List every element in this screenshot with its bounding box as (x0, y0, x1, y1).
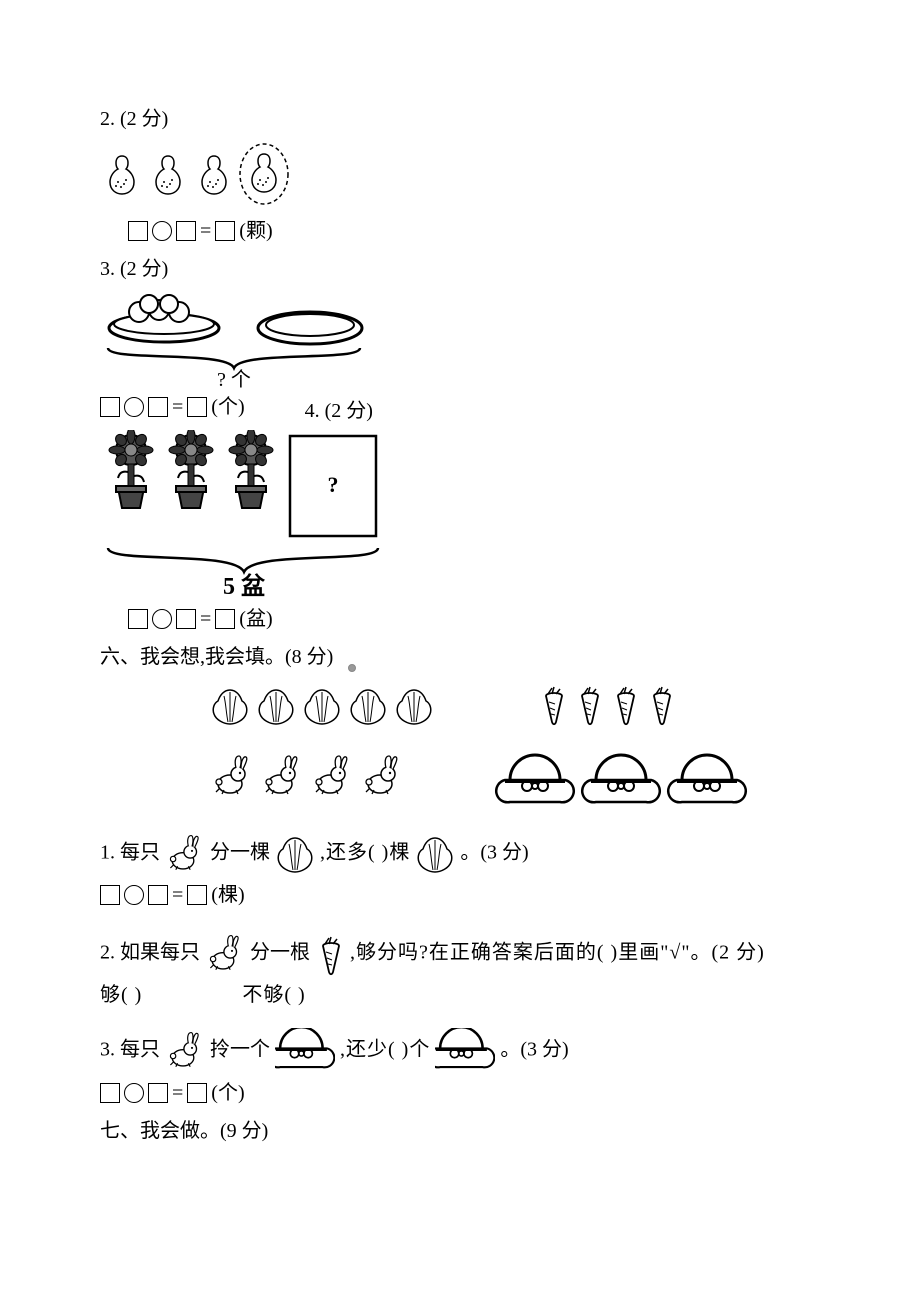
q4-image: ? 5 盆 (100, 430, 820, 600)
equals-sign: = (172, 392, 183, 422)
q2-image (100, 140, 820, 210)
sec6-q1-mid2: ,还多( )棵 (320, 842, 410, 864)
rabbit-basket-row (210, 746, 770, 816)
opt-enough[interactable]: 够( ) (100, 984, 142, 1006)
q3-label: 3. (100, 258, 115, 280)
sec6-q3-mid1: 拎一个 (210, 1039, 270, 1061)
blank-operator[interactable] (124, 885, 144, 905)
blank-box[interactable] (100, 885, 120, 905)
sec6-q3-equation: = (个) (100, 1078, 820, 1112)
q4-equation: = (盆) (100, 604, 820, 638)
cabbage-icon (415, 832, 455, 876)
blank-operator[interactable] (152, 609, 172, 629)
sec6-q2-prefix: 2. 如果每只 (100, 942, 200, 964)
sec7-title: 七、我会做。(9 分) (100, 1116, 820, 1146)
blank-box[interactable] (100, 1083, 120, 1103)
opt-not-enough[interactable]: 不够( ) (242, 984, 305, 1006)
blank-box[interactable] (128, 221, 148, 241)
watermark-dot (348, 652, 356, 682)
sec6-q1-suffix: 。(3 分) (460, 842, 528, 864)
sec6-q3: 3. 每只 拎一个 ,还少( )个 。(3 分) (100, 1028, 820, 1074)
equals-sign: = (200, 216, 211, 246)
q3-equation: = (个) (100, 392, 245, 422)
blank-box[interactable] (128, 609, 148, 629)
blank-box[interactable] (100, 397, 120, 417)
blank-operator[interactable] (124, 397, 144, 417)
q4-unit: (盆) (239, 604, 272, 634)
q4-points: (2 分) (325, 400, 373, 422)
rabbit-icon (205, 932, 245, 976)
q4-header: 4. (2 分) (305, 396, 373, 426)
sec6-q1-equation: = (棵) (100, 880, 820, 914)
blank-box[interactable] (148, 885, 168, 905)
sec6-q2-tail: ,够分吗?在正确答案后面的( )里画"√"。(2 分) (350, 942, 765, 964)
rabbit-icon (165, 832, 205, 876)
blank-box[interactable] (187, 885, 207, 905)
sec6-q1-prefix: 1. 每只 (100, 842, 160, 864)
q3-image: ? 个 (100, 288, 820, 388)
q4-label: 4. (305, 400, 320, 422)
q2-label: 2. (100, 108, 115, 130)
blank-operator[interactable] (124, 1083, 144, 1103)
rabbit-icon (165, 1029, 205, 1073)
sec6-q2-mid: 分一根 (250, 942, 310, 964)
basket-icon (435, 1028, 495, 1074)
equals-sign: = (200, 604, 211, 634)
blank-box[interactable] (215, 221, 235, 241)
carrot-icon (315, 932, 345, 976)
equals-sign: = (172, 1078, 183, 1108)
q4-brace-label: 5 盆 (223, 572, 266, 600)
cabbage-icon (275, 832, 315, 876)
q3-header: 3. (2 分) (100, 254, 820, 284)
equals-sign: = (172, 880, 183, 910)
q3-q4-line: = (个) 4. (2 分) (100, 392, 820, 426)
sec6-q3-mid2: ,还少( )个 (340, 1039, 430, 1061)
basket-icon (275, 1028, 335, 1074)
blank-box[interactable] (148, 1083, 168, 1103)
blank-box[interactable] (187, 397, 207, 417)
q2-unit: (颗) (239, 216, 272, 246)
sec6-q1-unit: (棵) (211, 880, 244, 910)
q2-points: (2 分) (120, 108, 168, 130)
sec6-q3-suffix: 。(3 分) (500, 1039, 568, 1061)
q2-equation: = (颗) (100, 216, 820, 250)
sec6-q3-unit: (个) (211, 1078, 244, 1108)
sec6-title: 六、我会想,我会填。(8 分) (100, 642, 820, 672)
blank-operator[interactable] (152, 221, 172, 241)
sec6-q3-prefix: 3. 每只 (100, 1039, 160, 1061)
blank-box[interactable] (187, 1083, 207, 1103)
q3-unit: (个) (211, 392, 244, 422)
q3-points: (2 分) (120, 258, 168, 280)
sec6-q1-mid1: 分一棵 (210, 842, 270, 864)
blank-box[interactable] (215, 609, 235, 629)
sec6-picture-block (100, 676, 820, 816)
q2-header: 2. (2 分) (100, 104, 820, 134)
gourd-row-svg (100, 140, 300, 210)
sec6-q2: 2. 如果每只 分一根 ,够分吗?在正确答案后面的( )里画"√"。(2 分) (100, 932, 820, 976)
sec6-q1: 1. 每只 分一棵 ,还多( )棵 。(3 分) (100, 832, 820, 876)
q4-box-label: ? (328, 472, 339, 497)
blank-box[interactable] (176, 609, 196, 629)
blank-box[interactable] (176, 221, 196, 241)
sec6-q2-options: 够( ) 不够( ) (100, 980, 820, 1010)
q3-brace-label: ? 个 (217, 368, 251, 388)
blank-box[interactable] (148, 397, 168, 417)
cabbage-carrot-row (210, 676, 770, 746)
